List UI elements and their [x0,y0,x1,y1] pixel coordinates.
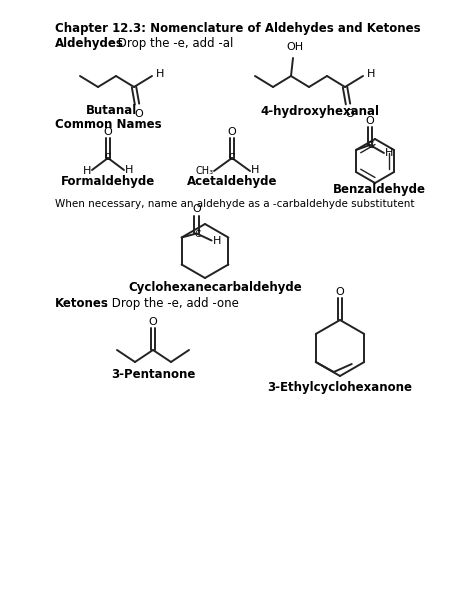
Text: 3-Pentanone: 3-Pentanone [111,368,195,381]
Text: O: O [336,287,345,297]
Text: Acetaldehyde: Acetaldehyde [187,175,277,188]
Text: H: H [212,235,221,245]
Text: 4-hydroxyhexanal: 4-hydroxyhexanal [261,104,380,118]
Text: Ketones: Ketones [55,297,109,310]
Text: 3-Ethylcyclohexanone: 3-Ethylcyclohexanone [267,381,412,394]
Text: When necessary, name an aldehyde as a -carbaldehyde substitutent: When necessary, name an aldehyde as a -c… [55,199,414,209]
Text: C: C [194,230,201,239]
Text: O: O [365,116,374,126]
Text: Cyclohexanecarbaldehyde: Cyclohexanecarbaldehyde [128,281,302,294]
Text: O: O [346,109,355,119]
Text: H: H [367,69,375,79]
Text: O: O [104,127,112,137]
Text: C: C [229,153,235,161]
Text: H: H [385,148,393,158]
Text: : Drop the -e, add -al: : Drop the -e, add -al [110,37,233,50]
Text: O: O [149,317,157,327]
Text: Butanal: Butanal [86,104,137,118]
Text: O: O [192,205,201,215]
Text: O: O [228,127,237,137]
Text: Chapter 12.3: Nomenclature of Aldehydes and Ketones: Chapter 12.3: Nomenclature of Aldehydes … [55,22,420,35]
Text: H: H [125,165,133,175]
Text: Benzaldehyde: Benzaldehyde [332,183,426,197]
Text: C: C [368,142,374,151]
Text: H: H [83,166,91,176]
Text: H: H [156,69,164,79]
Text: Common Names: Common Names [55,118,162,131]
Text: : Drop the -e, add -one: : Drop the -e, add -one [104,297,239,310]
Text: OH: OH [286,42,303,52]
Text: CH₃: CH₃ [196,166,214,176]
Text: O: O [135,109,143,119]
Text: Formaldehyde: Formaldehyde [61,175,155,188]
Text: H: H [251,165,259,175]
Text: Aldehydes: Aldehydes [55,37,124,50]
Text: C: C [105,153,111,161]
